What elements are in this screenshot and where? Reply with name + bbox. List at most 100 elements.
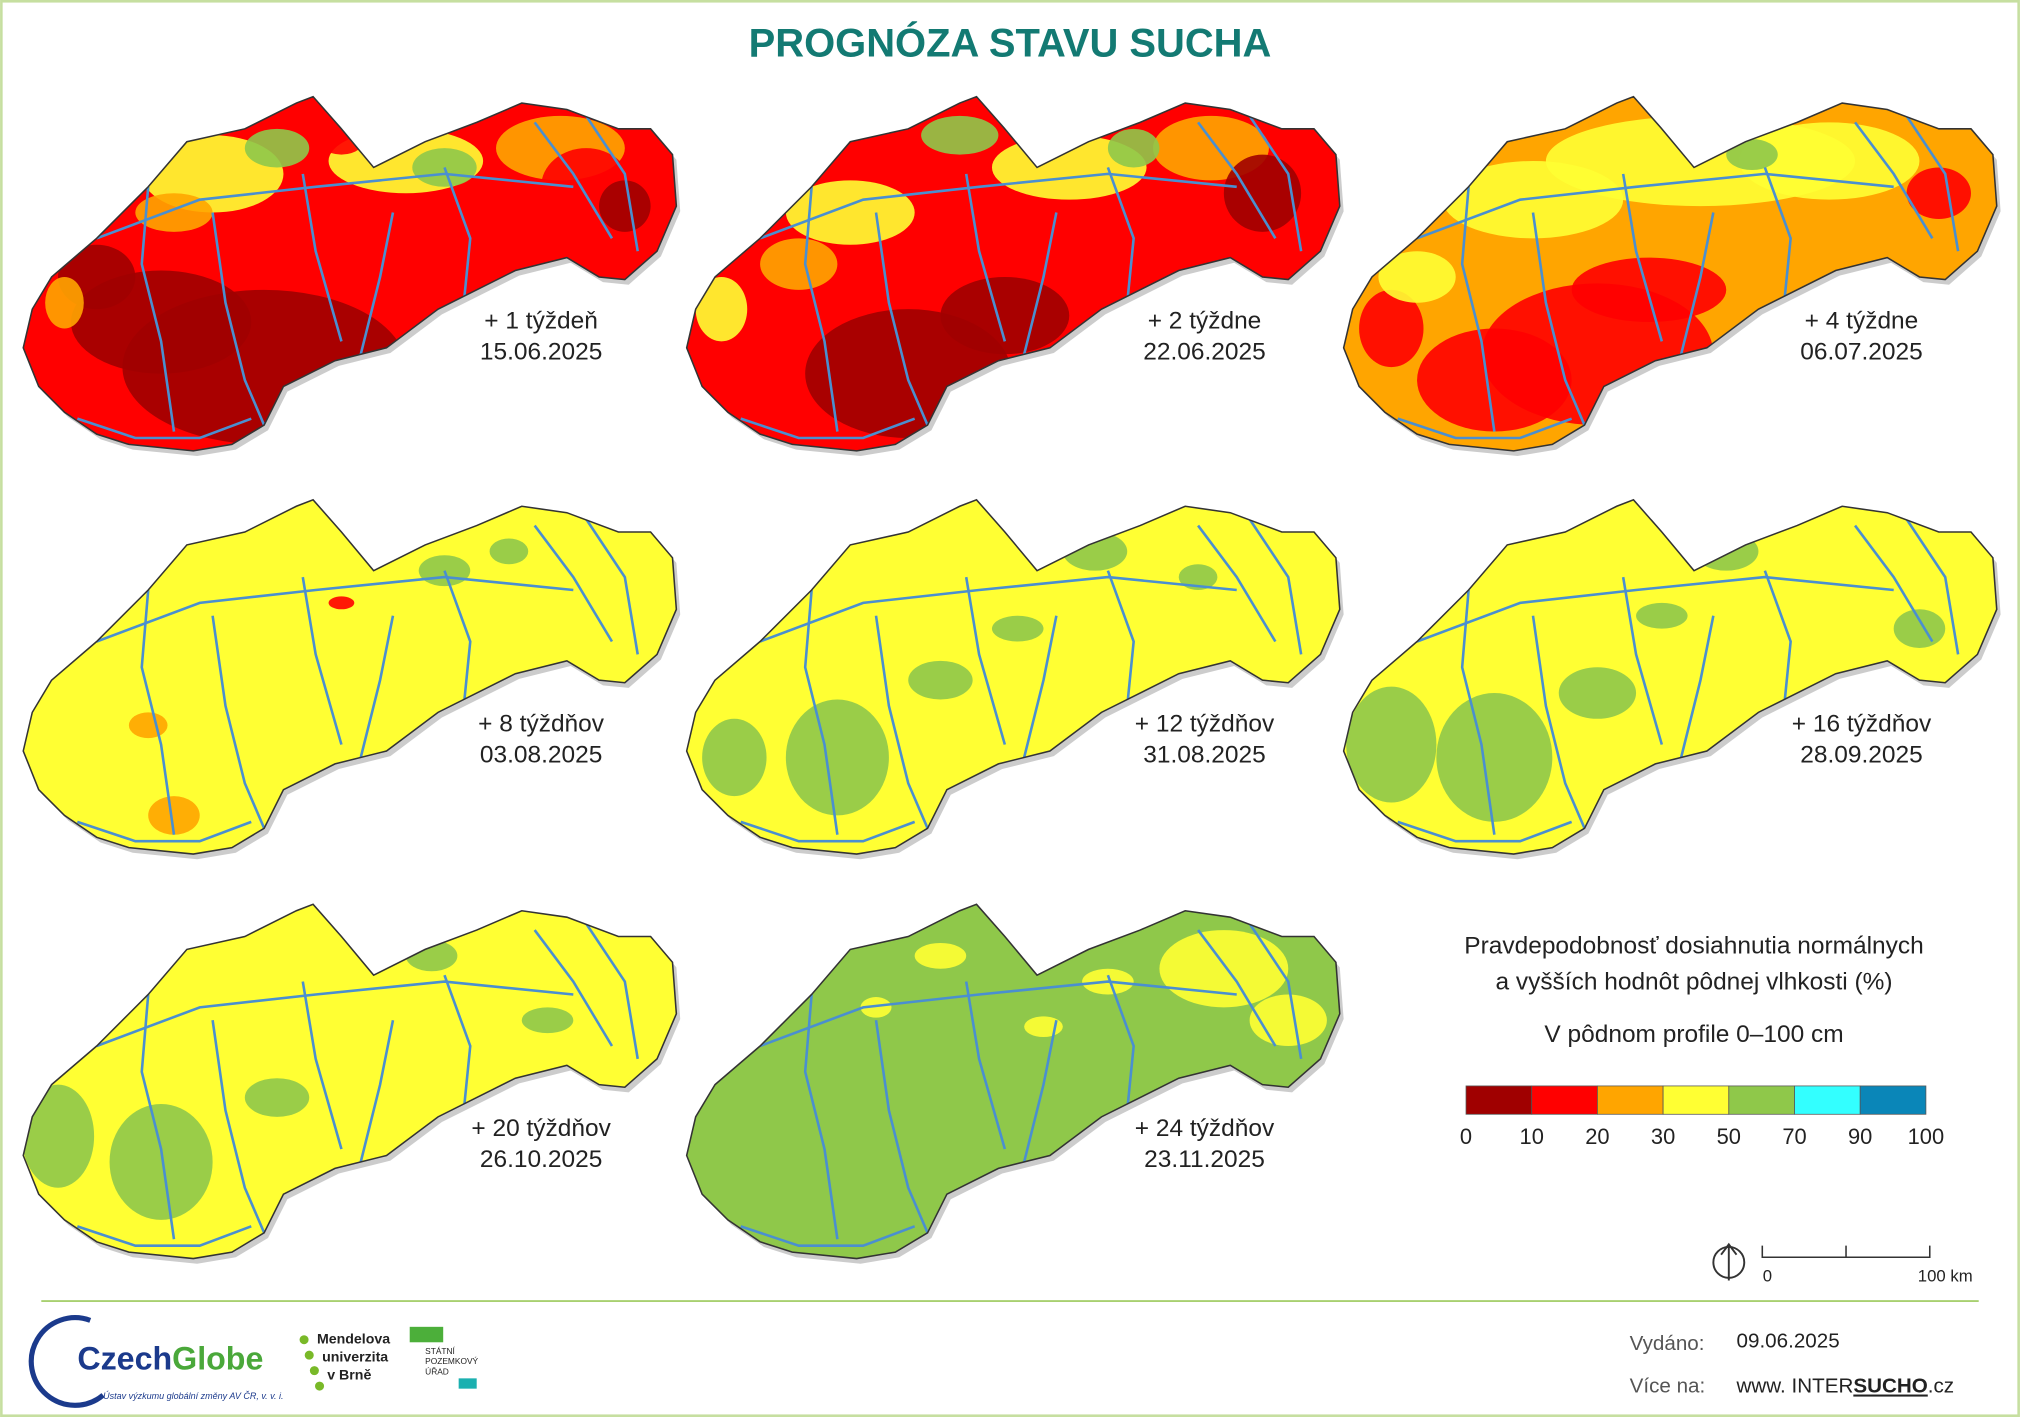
map-patch: [921, 115, 999, 155]
map-river: [1106, 974, 1135, 1111]
legend-tick-label: 10: [1520, 1124, 1544, 1149]
legend-tick-label: 90: [1848, 1124, 1872, 1149]
map-date: 26.10.2025: [480, 1146, 602, 1173]
map-river: [1621, 173, 1664, 342]
map-fill: [686, 499, 1340, 855]
map-river: [1679, 212, 1715, 355]
url-part[interactable]: .cz: [1928, 1375, 1954, 1398]
map-patch: [1906, 167, 1971, 219]
map-patch: [328, 596, 355, 610]
map-river: [1905, 518, 1960, 655]
logo-arc: [28, 1315, 105, 1408]
map-patch: [1346, 686, 1437, 803]
map-river: [759, 575, 1237, 643]
logo-text: POZEMKOVÝ: [425, 1356, 478, 1366]
logo-block: [458, 1378, 477, 1389]
map-river: [874, 212, 929, 426]
north-arrow: [1712, 1242, 1746, 1281]
map-patch: [1571, 257, 1727, 323]
map-panel: + 1 týždeň 15.06.2025: [22, 95, 681, 457]
legend-swatch: [1728, 1085, 1795, 1115]
logo-text-part: Globe: [172, 1340, 263, 1376]
map-river: [759, 980, 1237, 1048]
legend-tick-label: 100: [1908, 1124, 1944, 1149]
map-label: + 1 týždeň: [484, 307, 598, 334]
map-river: [1022, 615, 1058, 758]
map-label: + 8 týždňov: [478, 711, 605, 738]
map-patch: [1436, 693, 1553, 822]
map-river: [211, 1020, 266, 1234]
map-date: 03.08.2025: [480, 742, 602, 769]
map-fill: [686, 904, 1340, 1259]
map-patch: [1062, 532, 1128, 571]
map-patch: [244, 128, 310, 168]
map-river: [874, 615, 929, 829]
legend-swatch: [1597, 1085, 1664, 1115]
logo-text: STÁTNÍ: [425, 1346, 455, 1356]
map-patch: [23, 1084, 95, 1188]
map-river: [140, 589, 176, 835]
map-river: [76, 820, 252, 843]
map-panel: + 12 týždňov 31.08.2025: [685, 499, 1344, 860]
map-river: [803, 994, 839, 1240]
url-part[interactable]: SUCHO: [1853, 1375, 1927, 1398]
map-patch: [244, 1078, 310, 1117]
url[interactable]: www. INTERSUCHO.cz: [1736, 1375, 1955, 1398]
map-fill: [686, 96, 1340, 451]
map-patch: [695, 276, 748, 342]
map-base: [1343, 499, 1997, 855]
map-river: [301, 981, 343, 1150]
map-patch: [1636, 602, 1688, 629]
map-river: [803, 589, 839, 835]
map-panel: + 2 týždne 22.06.2025: [685, 95, 1344, 457]
url-part[interactable]: www. INTER: [1736, 1375, 1854, 1398]
logo-block: [409, 1326, 444, 1343]
north-arrow-shape: [1720, 1242, 1738, 1281]
map-label: + 2 týždne: [1148, 307, 1262, 334]
legend-scale: 0 10 20 30 50 70 90 100: [1460, 1085, 1944, 1149]
scale-end: 100 km: [1918, 1267, 1973, 1286]
map-river: [140, 994, 176, 1240]
map-patch: [1359, 289, 1424, 368]
map-river: [301, 576, 343, 745]
title: PROGNÓZA STAVU SUCHA: [749, 20, 1272, 66]
legend-title: a vyšších hodnôt pôdnej vlhkosti (%): [1495, 968, 1892, 995]
map-date: 06.07.2025: [1800, 338, 1922, 365]
map-river: [211, 212, 266, 426]
map-river: [1022, 212, 1058, 355]
map-river: [1106, 167, 1135, 303]
map-patch: [1442, 161, 1624, 239]
legend-tick-label: 20: [1585, 1124, 1609, 1149]
map-patch: [908, 660, 973, 700]
map-river: [1854, 524, 1934, 643]
map-patch: [45, 276, 84, 329]
map-patch: [1558, 667, 1637, 719]
map-patch: [315, 115, 368, 155]
map-river: [1106, 570, 1135, 707]
logo-text: v Brně: [327, 1368, 371, 1384]
map-river: [1854, 121, 1934, 239]
map-patch: [489, 538, 529, 565]
map-panel: + 8 týždňov 03.08.2025: [22, 499, 681, 860]
logo-text: CzechGlobe: [77, 1340, 263, 1376]
logo-dot: [315, 1381, 325, 1391]
map-river: [1022, 1019, 1058, 1163]
map-river: [1763, 167, 1792, 303]
map-patch: [128, 712, 168, 739]
issued-label: Vydáno:: [1630, 1332, 1705, 1355]
map-panel: + 20 týždňov 26.10.2025: [22, 903, 681, 1264]
map-patch: [991, 615, 1044, 642]
legend-tick-label: 70: [1782, 1124, 1806, 1149]
map-patch: [914, 942, 967, 969]
map-river: [76, 1225, 252, 1247]
scale-bar: 0 100 km: [1761, 1245, 1973, 1286]
map-patch: [1694, 532, 1759, 571]
map-river: [96, 575, 574, 643]
map-river: [1416, 575, 1894, 643]
logo-subtitle: Ústav výzkumu globální změny AV ČR, v. v…: [103, 1391, 283, 1401]
map-river: [1248, 922, 1303, 1060]
map-river: [76, 417, 252, 440]
map-label: + 16 týždňov: [1792, 711, 1932, 738]
map-river: [1197, 121, 1277, 239]
map-label: + 12 týždňov: [1135, 711, 1275, 738]
